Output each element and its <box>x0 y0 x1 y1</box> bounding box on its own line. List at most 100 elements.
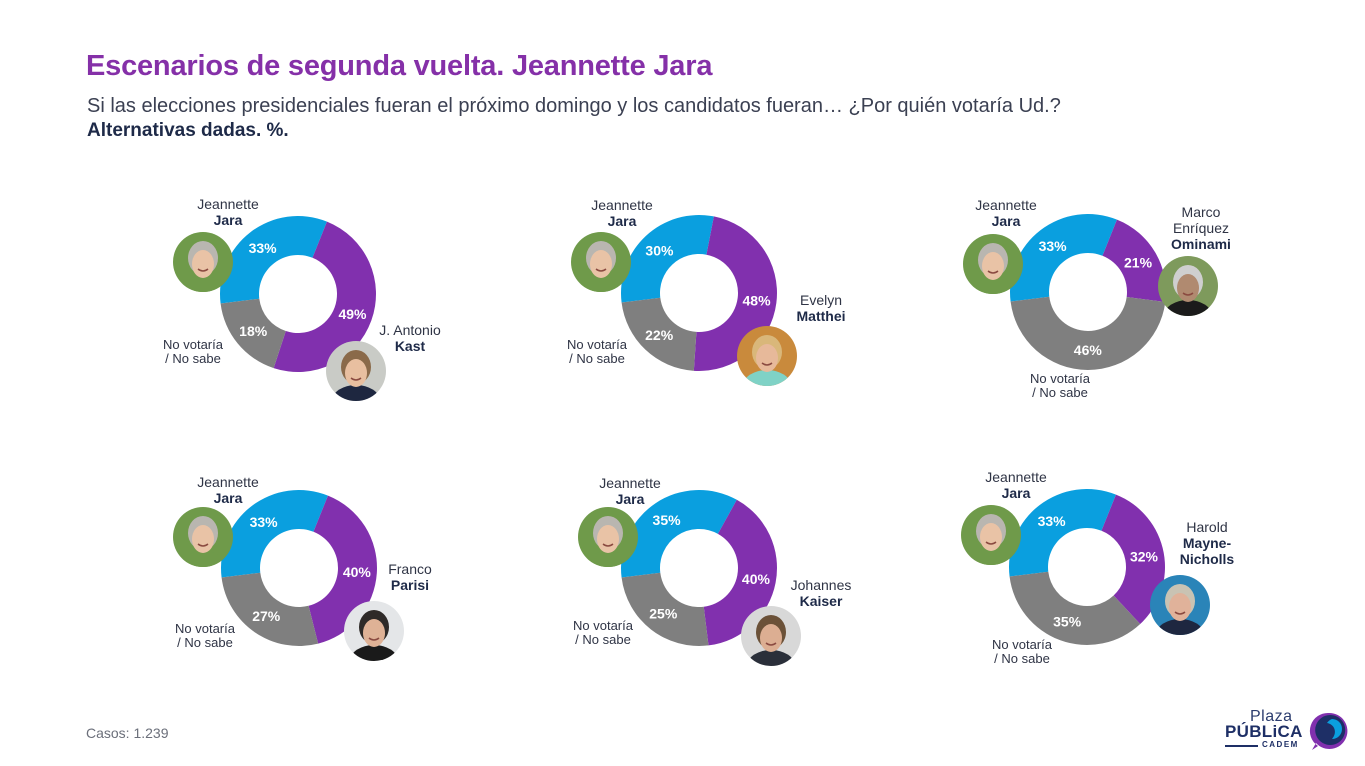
slice-value-label: 33% <box>250 514 279 530</box>
photo-jara-5 <box>961 505 1021 565</box>
no-vote-text: / No sabe <box>177 635 233 650</box>
no-vote-text: / No sabe <box>994 651 1050 666</box>
candidate-first-name: Jeannette <box>599 475 661 491</box>
candidate-first-name: Harold <box>1186 519 1228 535</box>
candidate-label-opponent: Franco Parisi <box>388 561 432 593</box>
slice-value-label: 40% <box>742 571 771 587</box>
candidate-first-name: Jeannette <box>975 197 1037 213</box>
no-vote-text: No votaría <box>992 637 1052 652</box>
slice-value-label: 30% <box>645 243 674 259</box>
slice-value-label: 33% <box>249 240 278 256</box>
photo-jara-4 <box>578 507 638 567</box>
candidate-last-name: Nicholls <box>1179 551 1235 567</box>
slice-value-label: 32% <box>1130 548 1159 564</box>
no-vote-text: / No sabe <box>569 351 625 366</box>
candidate-first-name: Jeannette <box>985 469 1047 485</box>
candidate-label-opponent: Harold Mayne- Nicholls <box>1180 519 1234 567</box>
no-vote-label: No votaría / No sabe <box>567 338 627 366</box>
candidate-label-jara: Jeannette Jara <box>599 475 661 507</box>
slice-value-label: 33% <box>1039 238 1068 254</box>
slice-value-label: 33% <box>1038 513 1067 529</box>
donut-chart: 33% 32% 35% <box>1009 489 1166 646</box>
candidate-label-jara: Jeannette Jara <box>197 474 259 506</box>
photo-opponent-4 <box>741 606 801 666</box>
donut-chart: 33% 21% 46% <box>1010 213 1166 371</box>
slice-value-label: 35% <box>653 512 682 528</box>
photo-opponent-5 <box>1150 575 1210 635</box>
no-vote-label: No votaría / No sabe <box>163 338 223 366</box>
slice-jara <box>621 489 737 578</box>
candidate-first-name: Jeannette <box>591 197 653 213</box>
candidate-last-name: Jara <box>607 213 637 229</box>
no-vote-text: No votaría <box>175 621 235 636</box>
candidate-last-name: Jara <box>213 212 243 228</box>
no-vote-text: No votaría <box>573 618 633 633</box>
candidate-last-name: Parisi <box>390 577 430 593</box>
candidate-first-name: Johannes <box>790 577 852 593</box>
slice-value-label: 35% <box>1053 614 1082 630</box>
plaza-publica-cadem-logo: Plaza PÚBLiCA CADEM <box>1222 708 1352 752</box>
no-vote-text: / No sabe <box>575 632 631 647</box>
candidate-last-name: Ominami <box>1171 236 1231 252</box>
photo-opponent-0 <box>326 341 386 401</box>
slice-value-label: 49% <box>338 306 367 322</box>
candidate-first-name: Jeannette <box>197 196 259 212</box>
donut-chart: 35% 40% 25% <box>621 489 777 646</box>
candidate-last-name: Kaiser <box>799 593 843 609</box>
slice-value-label: 18% <box>239 323 268 339</box>
candidate-label-opponent: Johannes Kaiser <box>791 577 852 609</box>
candidate-first-name: Evelyn <box>799 292 843 308</box>
candidate-label-jara: Jeannette Jara <box>985 469 1047 501</box>
logo-text-cadem: CADEM <box>1262 740 1299 749</box>
slice-jara <box>220 216 327 304</box>
slice-value-label: 22% <box>645 327 674 343</box>
candidate-last-name: Matthei <box>796 308 846 324</box>
no-vote-text: / No sabe <box>1032 385 1088 400</box>
slice-value-label: 27% <box>252 608 281 624</box>
no-vote-text: No votaría <box>1030 371 1090 386</box>
donut-chart: 33% 40% 27% <box>221 489 378 646</box>
candidate-last-name: Kast <box>394 338 426 354</box>
photo-jara-0 <box>173 232 233 292</box>
slice-value-label: 21% <box>1124 255 1153 271</box>
candidate-label-jara: Jeannette Jara <box>975 197 1037 229</box>
slice-value-label: 46% <box>1074 342 1103 358</box>
page-title: Escenarios de segunda vuelta. Jeannette … <box>86 50 713 82</box>
slice-opponent <box>273 221 376 372</box>
candidate-last-name: Jara <box>991 213 1021 229</box>
no-vote-label: No votaría / No sabe <box>1030 372 1090 400</box>
candidate-first-name: Marco <box>1181 204 1221 220</box>
candidate-label-opponent: Marco Enríquez Ominami <box>1171 204 1231 252</box>
speech-bubble-logo-icon <box>1309 712 1348 750</box>
logo-underline <box>1225 745 1258 747</box>
answer-note: Alternativas dadas. %. <box>87 120 289 141</box>
slice-opponent <box>1101 494 1166 625</box>
candidate-first-name: Franco <box>388 561 432 577</box>
no-vote-label: No votaría / No sabe <box>992 638 1052 666</box>
slice-jara <box>621 215 714 303</box>
candidate-last-name: Jara <box>615 491 645 507</box>
candidate-first-name: Jeannette <box>197 474 259 490</box>
logo-text-plaza: Plaza <box>1250 708 1293 725</box>
slice-value-label: 40% <box>343 564 372 580</box>
no-vote-label: No votaría / No sabe <box>573 619 633 647</box>
slice-no-vote <box>621 572 709 646</box>
slice-no-vote <box>621 297 697 371</box>
candidate-label-opponent: Evelyn Matthei <box>797 292 846 324</box>
candidate-label-jara: Jeannette Jara <box>197 196 259 228</box>
slice-no-vote <box>221 572 319 646</box>
slice-no-vote <box>220 298 286 369</box>
photo-jara-3 <box>173 507 233 567</box>
no-vote-text: / No sabe <box>165 351 221 366</box>
slice-no-vote <box>1010 296 1166 371</box>
slice-opponent <box>1102 219 1166 303</box>
candidate-first-name: J. Antonio <box>379 322 441 338</box>
slice-jara <box>1009 489 1116 577</box>
slice-value-label: 25% <box>649 606 678 622</box>
slice-jara <box>1010 213 1117 302</box>
question-text: Si las elecciones presidenciales fueran … <box>87 95 1061 117</box>
no-vote-text: No votaría <box>567 337 627 352</box>
slice-value-label: 48% <box>743 292 772 308</box>
cases-count: Casos: 1.239 <box>86 725 169 741</box>
